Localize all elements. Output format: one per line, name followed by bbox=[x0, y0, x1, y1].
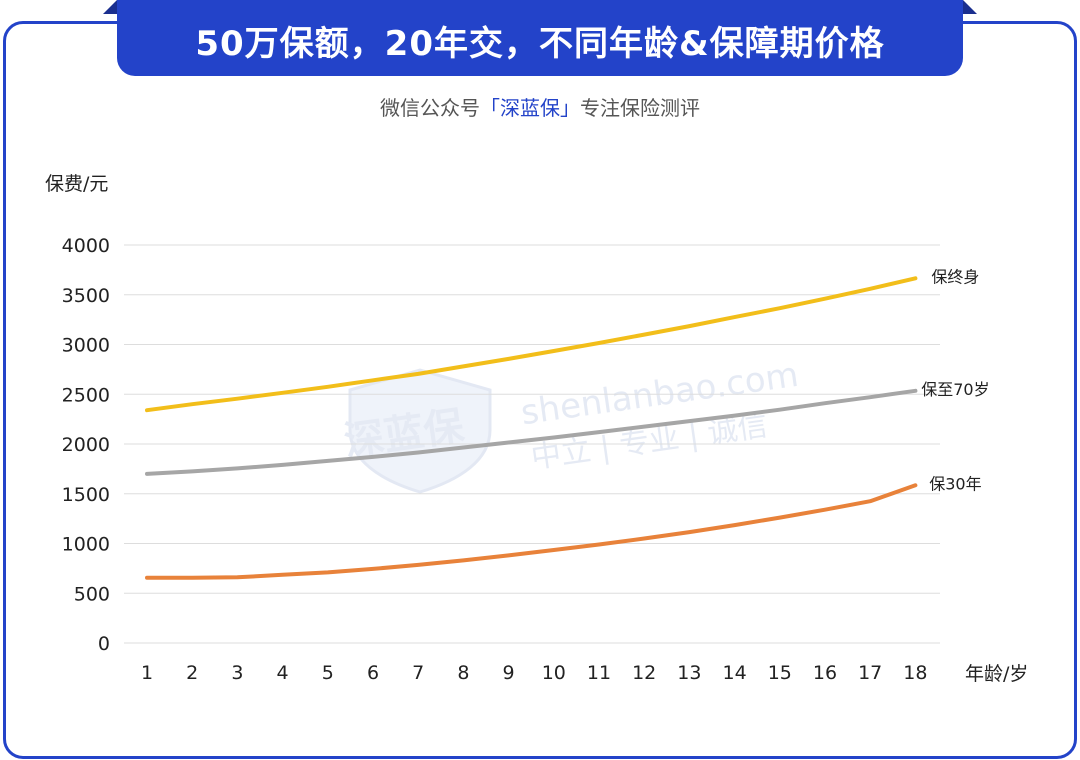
chart-frame bbox=[3, 21, 1077, 759]
x-tick-label: 17 bbox=[858, 662, 882, 684]
series-line bbox=[145, 276, 918, 413]
series-label: 保终身 bbox=[931, 267, 979, 286]
y-tick-label: 3000 bbox=[62, 335, 110, 357]
y-tick-labels: 0 500 1000 1500 2000 2500 3000 3500 4000 bbox=[62, 235, 110, 655]
x-axis-label: 年龄/岁 bbox=[965, 663, 1028, 685]
series-label: 保至70岁 bbox=[921, 380, 989, 399]
x-tick-label: 5 bbox=[322, 662, 334, 684]
y-axis-label: 保费/元 bbox=[45, 173, 108, 195]
series-lines bbox=[145, 276, 918, 580]
x-tick-label: 1 bbox=[141, 662, 153, 684]
x-tick-label: 16 bbox=[813, 662, 837, 684]
x-tick-label: 15 bbox=[768, 662, 792, 684]
x-tick-label: 13 bbox=[677, 662, 701, 684]
x-tick-label: 9 bbox=[503, 662, 515, 684]
x-tick-label: 4 bbox=[277, 662, 289, 684]
x-tick-label: 2 bbox=[186, 662, 198, 684]
y-tick-label: 2500 bbox=[62, 384, 110, 406]
title-banner: 50万保额，20年交，不同年龄&保障期价格 bbox=[117, 0, 963, 76]
x-tick-label: 8 bbox=[457, 662, 469, 684]
series-line bbox=[145, 483, 918, 580]
x-tick-label: 3 bbox=[231, 662, 243, 684]
y-tick-label: 1000 bbox=[62, 534, 110, 556]
y-tick-label: 0 bbox=[98, 633, 110, 655]
subtitle-suffix: 专注保险测评 bbox=[580, 96, 700, 120]
subtitle-brand: 「深蓝保」 bbox=[480, 96, 580, 120]
x-tick-label: 14 bbox=[723, 662, 747, 684]
series-line bbox=[145, 388, 918, 476]
series-label: 保30年 bbox=[929, 474, 981, 493]
x-tick-label: 18 bbox=[903, 662, 927, 684]
y-tick-label: 3500 bbox=[62, 285, 110, 307]
y-tick-label: 4000 bbox=[62, 235, 110, 257]
subtitle: 微信公众号「深蓝保」专注保险测评 bbox=[0, 92, 1080, 121]
x-tick-label: 12 bbox=[632, 662, 656, 684]
x-tick-label: 11 bbox=[587, 662, 611, 684]
x-tick-label: 10 bbox=[542, 662, 566, 684]
chart-title: 50万保额，20年交，不同年龄&保障期价格 bbox=[195, 24, 885, 64]
y-tick-label: 1500 bbox=[62, 484, 110, 506]
y-tick-label: 500 bbox=[74, 583, 110, 605]
shield-icon bbox=[348, 368, 492, 494]
grid-lines bbox=[124, 244, 940, 644]
subtitle-prefix: 微信公众号 bbox=[380, 96, 480, 120]
x-tick-label: 6 bbox=[367, 662, 379, 684]
y-tick-label: 2000 bbox=[62, 434, 110, 456]
x-tick-labels: 1 2 3 4 5 6 7 8 9 10 11 12 13 14 15 16 17 18 bbox=[141, 662, 928, 684]
x-tick-label: 7 bbox=[412, 662, 424, 684]
